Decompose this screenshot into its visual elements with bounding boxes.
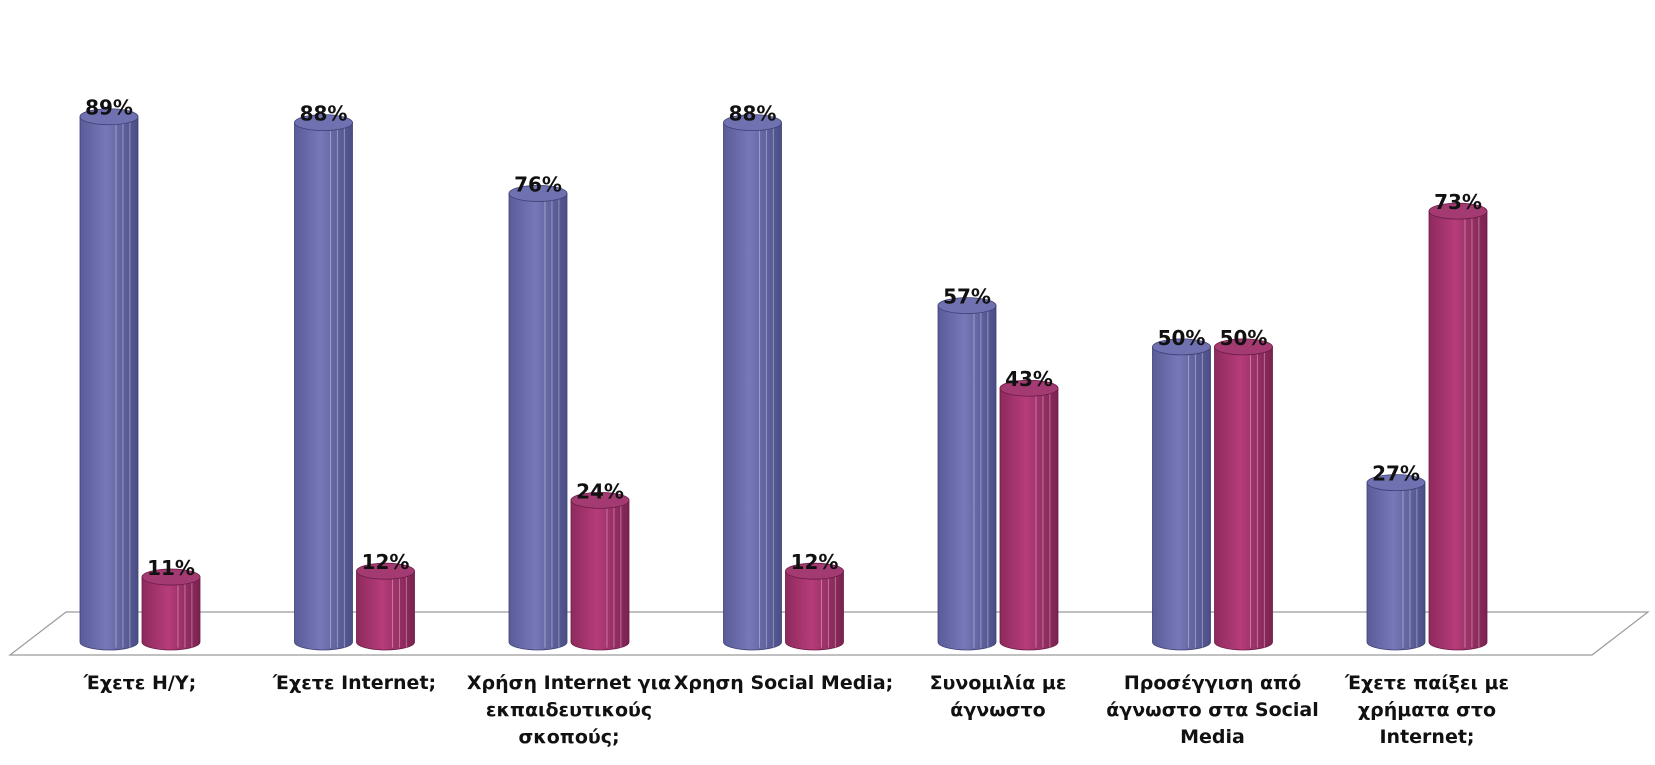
bar (356, 562, 415, 651)
bar (723, 114, 782, 651)
bar (937, 297, 997, 651)
category-label: Χρήση Internet για εκπαιδευτικούς σκοπού… (466, 672, 672, 748)
value-labels-group: 89% 11% 88% 12% 76% 24% 88% 12% 57% 43% 50% 50% 27% 7… (85, 96, 1482, 580)
category-label: Προσέγγιση από άγνωστο στα Social Media (1106, 672, 1319, 748)
value-label: 11% (147, 556, 195, 580)
value-label: 27% (1372, 462, 1420, 486)
bars-group (79, 108, 1488, 651)
value-label: 73% (1434, 190, 1482, 214)
value-label: 57% (943, 285, 991, 309)
category-label: Χρηση Social Media; (673, 672, 894, 694)
category-label: Έχετε Internet; (272, 672, 437, 694)
value-label: 24% (576, 479, 624, 503)
bar (999, 379, 1059, 651)
bar (141, 568, 201, 651)
value-label: 50% (1220, 326, 1268, 350)
bar (1214, 338, 1273, 651)
value-label: 88% (300, 102, 348, 126)
value-label: 88% (729, 102, 777, 126)
bar (1366, 474, 1426, 651)
value-label: 50% (1158, 326, 1206, 350)
bar (79, 108, 139, 651)
value-label: 76% (514, 172, 562, 196)
category-label: Έχετε παίξει με χρήματα στο Internet; (1344, 672, 1510, 748)
value-label: 12% (791, 550, 839, 574)
category-label: Συνομιλία με άγνωστο (929, 672, 1067, 721)
bar (570, 491, 630, 651)
bar (1152, 338, 1211, 651)
category-label: Έχετε Η/Υ; (83, 672, 197, 694)
bar (508, 185, 568, 651)
bar (785, 562, 844, 651)
value-label: 43% (1005, 367, 1053, 391)
bar (1428, 202, 1488, 651)
value-label: 89% (85, 96, 133, 120)
bar (294, 114, 353, 651)
value-label: 12% (362, 550, 410, 574)
